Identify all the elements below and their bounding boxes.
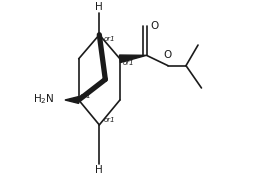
Text: O: O [164,51,172,61]
Text: H: H [95,2,103,12]
Text: or1: or1 [122,61,134,67]
Text: H$_2$N: H$_2$N [33,92,55,106]
Text: or1: or1 [80,93,92,99]
Text: O: O [151,21,159,31]
Text: H: H [95,165,103,175]
Text: or1: or1 [104,36,115,42]
Polygon shape [65,96,79,103]
Text: or1: or1 [104,117,115,123]
Polygon shape [119,55,147,62]
